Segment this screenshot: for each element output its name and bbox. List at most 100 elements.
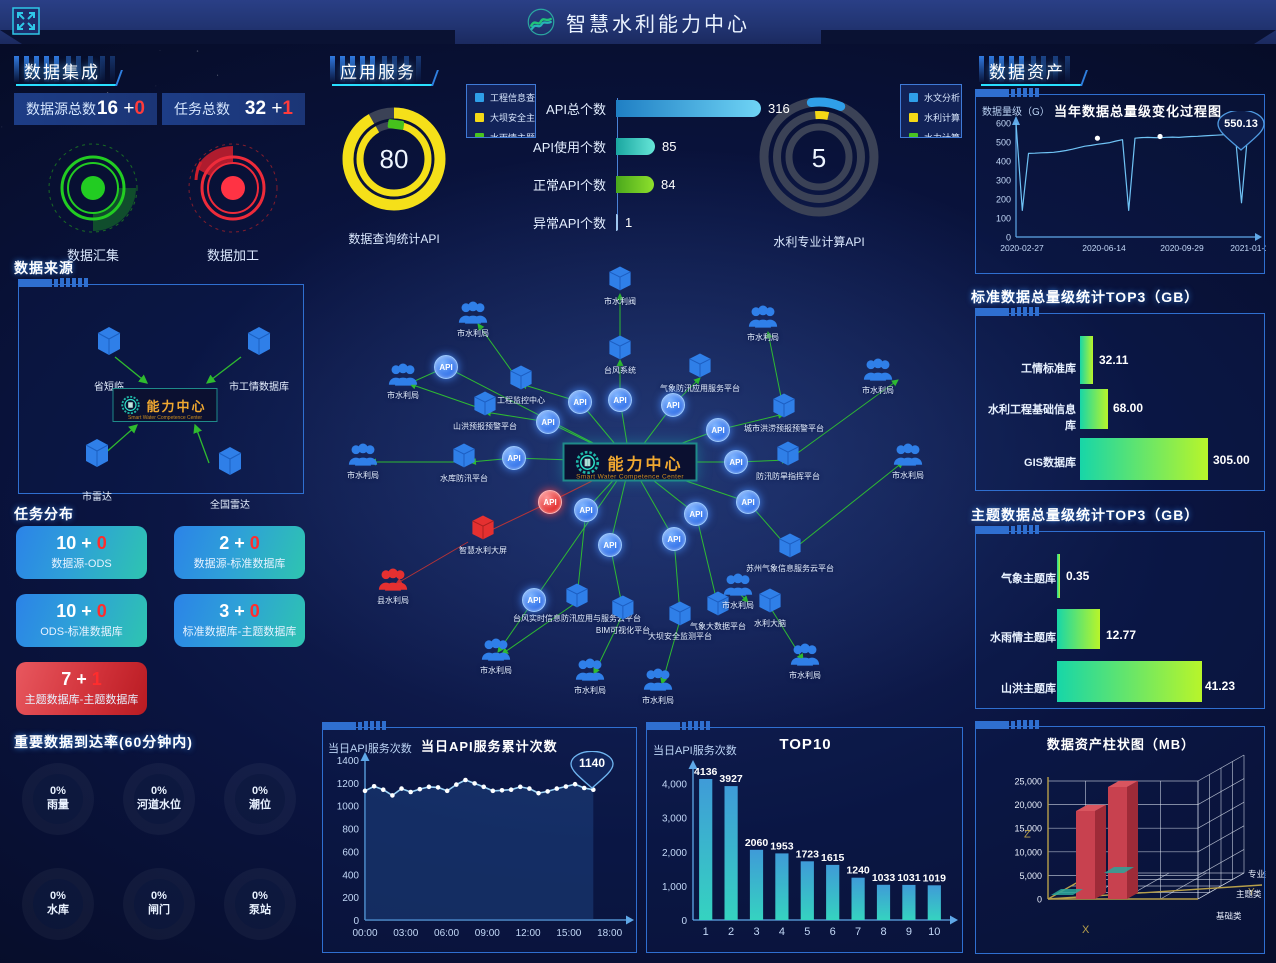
kpi-label: 任务总数 [174,101,230,117]
topology-node[interactable]: 市水利局 [892,443,924,481]
section-label-standard-top3: 标准数据总量级统计TOP3（GB） [971,289,1200,305]
topology-api-node[interactable]: API [568,390,592,414]
topology-node[interactable]: 苏州气象信息服务云平台 [746,530,834,574]
topology-node-label: 市水利局 [722,601,754,610]
task-card[interactable]: 10 + 0 数据源-ODS [16,526,147,579]
topology-node[interactable]: 市水利局 [574,658,606,696]
daily-api-panel: 当日API服务累计次数 当日API服务次数 0 200 400 600 800 1000 1… [322,721,637,953]
topology-node[interactable]: 台风系统 [604,332,636,376]
topology-node[interactable]: 气象防汛应用服务平台 [660,350,740,394]
gauge-professional-api [759,97,879,217]
topology-node[interactable]: 山洪预报预警平台 [453,388,517,432]
svg-text:Y: Y [1248,887,1255,898]
svg-text:5,000: 5,000 [1019,871,1042,881]
topology-node[interactable]: 市水利局 [789,643,821,681]
arrival-gauge: 0% 水库 [22,868,94,940]
topology-api-node[interactable]: API [538,490,562,514]
topology-node-label: 工程监控中心 [497,396,545,405]
arrival-name: 闸门 [148,904,170,916]
asset-3d-panel: 数据资产柱状图（MB） 0 5,000 10,000 15,000 20,000 25,0… [975,720,1266,954]
legend-label: 大坝安全主题 [490,113,536,123]
svg-text:400: 400 [996,157,1011,167]
topology-center-node[interactable]: 能力中心 Smart Water Competence Center [562,442,698,482]
svg-text:主题类: 主题类 [1236,889,1262,899]
asset-3d-chart: 0 5,000 10,000 15,000 20,000 25,000 Z X Y 专业类主题类基… [1014,754,1266,936]
tab-data-integration[interactable]: 数据集成 [10,53,241,87]
topology-node[interactable]: 市水利局 [722,573,754,611]
cube-icon [755,588,785,619]
topology-api-node[interactable]: API [706,418,730,442]
gauge-query-api [342,107,446,211]
people-icon [748,305,778,333]
topology-api-node[interactable]: API [536,410,560,434]
topology-api-node[interactable]: API [684,502,708,526]
task-card-number: 2 + 0 [219,532,260,553]
arrival-gauge: 0% 闸门 [123,868,195,940]
topology-api-node[interactable]: API [724,450,748,474]
svg-text:5: 5 [804,926,810,938]
topology-node[interactable]: 市水利阀 [604,263,636,307]
app-title: 智慧水利能力中心 [566,13,750,36]
topology-node[interactable]: 市水利局 [862,358,894,396]
task-card[interactable]: 3 + 0 标准数据库-主题数据库 [174,594,305,647]
topology-node[interactable]: 市水利局 [457,301,489,339]
topology-node[interactable]: 台风实时信息防汛应用与服务云平台 [513,580,641,624]
topology-api-node[interactable]: API [574,498,598,522]
topology-node[interactable]: 市水利局 [387,363,419,401]
topology-node[interactable]: BIM可视化平台 [596,592,650,636]
topology-node[interactable]: 市水利局 [747,305,779,343]
svg-text:1033: 1033 [872,872,896,884]
topology-api-node[interactable]: API [502,446,526,470]
svg-text:12:00: 12:00 [516,928,541,939]
cube-icon [605,335,635,366]
task-card[interactable]: 2 + 0 数据源-标准数据库 [174,526,305,579]
tab-app-service[interactable]: 应用服务 [326,53,577,87]
center-title: 能力中心 [607,456,684,474]
arrival-gauge: 0% 河道水位 [123,763,195,835]
topology-node[interactable]: 水库防汛平台 [440,440,488,484]
topology-api-node[interactable]: API [608,388,632,412]
topology-node[interactable]: 水利大脑 [754,585,786,629]
source-node-label: 全国雷达 [210,500,250,511]
topology-api-node[interactable]: API [661,393,685,417]
legend-item: 水力计算 [909,131,960,137]
tab-data-assets[interactable]: 数据资产 [975,53,1226,87]
topology-node[interactable]: 智慧水利大屏 [459,512,507,556]
topology-node[interactable]: 市水利局 [642,668,674,706]
svg-text:2021-01-15: 2021-01-15 [1230,243,1266,253]
server-icon [218,447,242,475]
topology-node[interactable]: 县水利局 [377,568,409,606]
topology-node[interactable]: 大坝安全监测平台 [648,598,712,642]
svg-text:1: 1 [703,926,709,938]
topology-node[interactable]: 工程监控中心 [497,362,545,406]
topology-node[interactable]: 市水利局 [347,443,379,481]
cube-icon [773,441,803,472]
topology-api-node[interactable]: API [522,588,546,612]
people-icon [863,358,893,386]
svg-text:1031: 1031 [897,872,921,884]
source-node-label: 市工情数据库 [229,382,289,393]
fullscreen-expand-icon[interactable] [12,7,40,35]
svg-text:03:00: 03:00 [393,928,418,939]
cube-icon [775,533,805,564]
task-card[interactable]: 10 + 0 ODS-标准数据库 [16,594,147,647]
bar-label: 工情标准库 [1021,363,1076,375]
topology-node-label: 山洪预报预警平台 [453,422,517,431]
svg-text:9: 9 [906,926,912,938]
topology-node[interactable]: 市水利局 [480,638,512,676]
topology-node[interactable]: 防汛防旱指挥平台 [756,438,820,482]
topology-api-node[interactable]: API [598,533,622,557]
svg-text:X: X [1082,924,1090,936]
arrival-pct: 0% [50,890,66,903]
topology-api-node[interactable]: API [662,527,686,551]
water-wave-logo-icon [527,8,555,36]
topology-node[interactable]: 城市洪涝预报预警平台 [744,390,824,434]
topology-api-node[interactable]: API [736,490,760,514]
topology-node[interactable]: 气象大数据平台 [690,588,746,632]
topology-api-node[interactable]: API [434,355,458,379]
kpi-datasource-total: 数据源总数 16 +0 [14,93,157,125]
task-card[interactable]: 7 + 1 主题数据库-主题数据库 [16,662,147,715]
panel-corner-decoration [975,719,1039,729]
panel-corner-decoration [975,524,1039,534]
source-node-label: 省短临 [94,382,124,393]
